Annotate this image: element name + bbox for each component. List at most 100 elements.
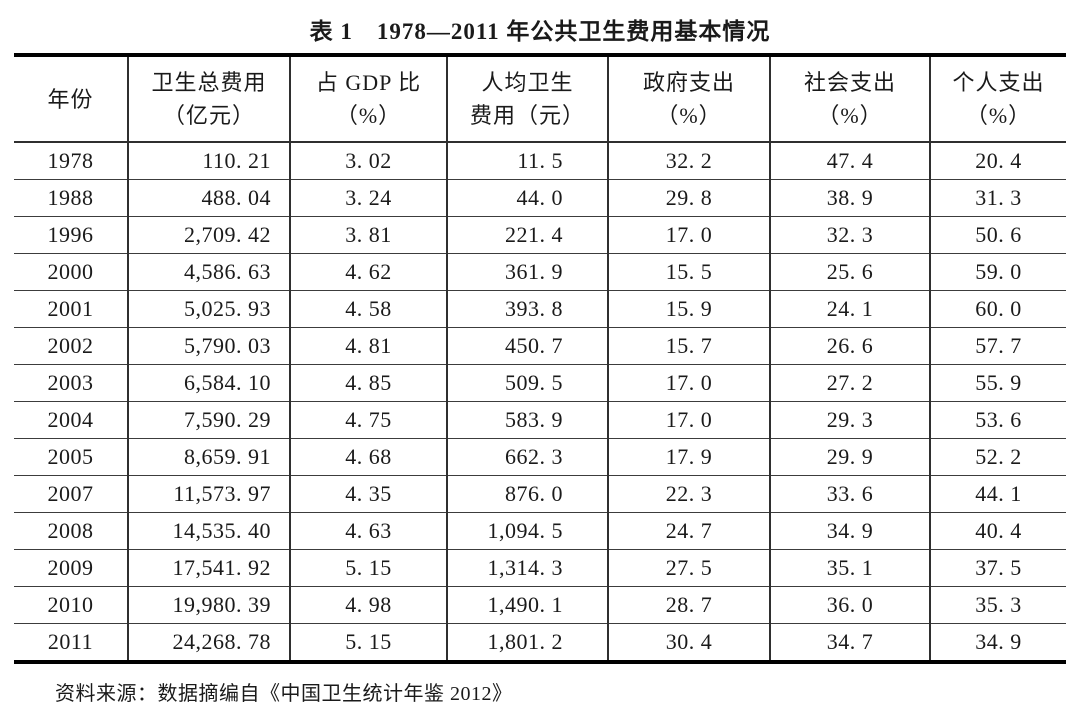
cell-social-share: 34. 9 (769, 512, 930, 550)
cell-total-expenditure: 2,709. 42 (127, 216, 290, 254)
cell-government-share: 17. 0 (607, 401, 770, 439)
cell-total-expenditure: 6,584. 10 (127, 364, 290, 402)
cell-government-share: 17. 0 (607, 216, 770, 254)
cell-government-share: 29. 8 (607, 179, 770, 217)
table-row: 2004 7,590. 29 4. 75 583. 9 17. 0 29. 3 … (14, 401, 1066, 439)
col-header-year-label: 年份 (47, 86, 94, 112)
table-row: 1978 110. 21 3. 02 11. 5 32. 2 47. 4 20.… (14, 142, 1066, 180)
cell-gdp-ratio: 4. 68 (289, 438, 447, 476)
cell-social-share: 29. 3 (769, 401, 930, 439)
col-header-gdp-line1: 占 GDP 比 (315, 70, 422, 95)
cell-year: 1996 (14, 216, 128, 254)
cell-social-share: 26. 6 (769, 327, 930, 365)
cell-per-capita: 450. 7 (446, 327, 608, 365)
header-row: 年份 卫生总费用 （亿元） 占 GDP 比 （%） 人均卫生 费用（元） 政府支… (14, 53, 1066, 143)
cell-social-share: 35. 1 (769, 549, 930, 587)
cell-per-capita: 11. 5 (446, 142, 608, 180)
cell-total-expenditure: 17,541. 92 (127, 549, 290, 587)
cell-total-expenditure: 24,268. 78 (127, 623, 290, 664)
cell-personal-share: 34. 9 (929, 623, 1066, 664)
cell-total-expenditure: 8,659. 91 (127, 438, 290, 476)
cell-personal-share: 59. 0 (929, 253, 1066, 291)
cell-gdp-ratio: 5. 15 (289, 549, 447, 587)
col-header-per-capita: 人均卫生 费用（元） (446, 53, 608, 143)
col-header-gdp-ratio: 占 GDP 比 （%） (289, 53, 447, 143)
cell-year: 2011 (14, 623, 128, 664)
table-row: 2005 8,659. 91 4. 68 662. 3 17. 9 29. 9 … (14, 438, 1066, 476)
cell-personal-share: 57. 7 (929, 327, 1066, 365)
cell-gdp-ratio: 4. 63 (289, 512, 447, 550)
cell-government-share: 27. 5 (607, 549, 770, 587)
col-header-government-share: 政府支出 （%） (607, 53, 770, 143)
cell-total-expenditure: 110. 21 (127, 142, 290, 180)
cell-total-expenditure: 14,535. 40 (127, 512, 290, 550)
table-header: 年份 卫生总费用 （亿元） 占 GDP 比 （%） 人均卫生 费用（元） 政府支… (14, 53, 1066, 143)
table-body: 1978 110. 21 3. 02 11. 5 32. 2 47. 4 20.… (14, 142, 1066, 664)
table-row: 1996 2,709. 42 3. 81 221. 4 17. 0 32. 3 … (14, 216, 1066, 254)
cell-personal-share: 44. 1 (929, 475, 1066, 513)
table-row: 2008 14,535. 40 4. 63 1,094. 5 24. 7 34.… (14, 512, 1066, 550)
cell-year: 2005 (14, 438, 128, 476)
col-header-social-line1: 社会支出 (803, 70, 896, 95)
cell-year: 1988 (14, 179, 128, 217)
cell-personal-share: 31. 3 (929, 179, 1066, 217)
cell-total-expenditure: 4,586. 63 (127, 253, 290, 291)
col-header-social-line2: （%） (817, 103, 883, 128)
cell-gdp-ratio: 4. 75 (289, 401, 447, 439)
cell-social-share: 36. 0 (769, 586, 930, 624)
cell-total-expenditure: 488. 04 (127, 179, 290, 217)
cell-government-share: 30. 4 (607, 623, 770, 664)
table-row: 1988 488. 04 3. 24 44. 0 29. 8 38. 9 31.… (14, 179, 1066, 217)
cell-personal-share: 52. 2 (929, 438, 1066, 476)
cell-total-expenditure: 11,573. 97 (127, 475, 290, 513)
cell-government-share: 28. 7 (607, 586, 770, 624)
cell-government-share: 15. 5 (607, 253, 770, 291)
cell-social-share: 24. 1 (769, 290, 930, 328)
col-header-personal-line1: 个人支出 (952, 70, 1045, 95)
cell-personal-share: 20. 4 (929, 142, 1066, 180)
col-header-percapita-line2: 费用（元） (469, 103, 585, 128)
cell-total-expenditure: 5,025. 93 (127, 290, 290, 328)
cell-per-capita: 221. 4 (446, 216, 608, 254)
cell-personal-share: 55. 9 (929, 364, 1066, 402)
cell-gdp-ratio: 3. 24 (289, 179, 447, 217)
table-title: 表 1 1978—2011 年公共卫生费用基本情况 (309, 19, 771, 44)
cell-personal-share: 35. 3 (929, 586, 1066, 624)
col-header-gov-line2: （%） (656, 103, 722, 128)
cell-per-capita: 876. 0 (446, 475, 608, 513)
cell-year: 2002 (14, 327, 128, 365)
col-header-gov-line1: 政府支出 (642, 70, 735, 95)
cell-social-share: 27. 2 (769, 364, 930, 402)
cell-government-share: 17. 0 (607, 364, 770, 402)
col-header-total-line2: （亿元） (162, 103, 255, 128)
cell-total-expenditure: 7,590. 29 (127, 401, 290, 439)
table-row: 2002 5,790. 03 4. 81 450. 7 15. 7 26. 6 … (14, 327, 1066, 365)
col-header-gdp-line2: （%） (335, 103, 402, 128)
cell-social-share: 25. 6 (769, 253, 930, 291)
cell-gdp-ratio: 4. 62 (289, 253, 447, 291)
cell-per-capita: 509. 5 (446, 364, 608, 402)
cell-year: 2008 (14, 512, 128, 550)
cell-per-capita: 1,314. 3 (446, 549, 608, 587)
cell-year: 1978 (14, 142, 128, 180)
cell-year: 2003 (14, 364, 128, 402)
cell-government-share: 15. 9 (607, 290, 770, 328)
col-header-personal-line2: （%） (965, 103, 1032, 128)
table-row: 2009 17,541. 92 5. 15 1,314. 3 27. 5 35.… (14, 549, 1066, 587)
cell-total-expenditure: 5,790. 03 (127, 327, 290, 365)
table-row: 2000 4,586. 63 4. 62 361. 9 15. 5 25. 6 … (14, 253, 1066, 291)
cell-gdp-ratio: 4. 58 (289, 290, 447, 328)
col-header-personal-share: 个人支出 （%） (929, 53, 1066, 143)
cell-per-capita: 583. 9 (446, 401, 608, 439)
table-row: 2003 6,584. 10 4. 85 509. 5 17. 0 27. 2 … (14, 364, 1066, 402)
source-note: 资料来源：数据摘编自《中国卫生统计年鉴 2012》 (55, 683, 513, 705)
cell-social-share: 33. 6 (769, 475, 930, 513)
cell-per-capita: 44. 0 (446, 179, 608, 217)
col-header-total-expenditure: 卫生总费用 （亿元） (127, 53, 290, 143)
cell-government-share: 22. 3 (607, 475, 770, 513)
cell-social-share: 47. 4 (769, 142, 930, 180)
cell-per-capita: 393. 8 (446, 290, 608, 328)
cell-year: 2001 (14, 290, 128, 328)
cell-total-expenditure: 19,980. 39 (127, 586, 290, 624)
